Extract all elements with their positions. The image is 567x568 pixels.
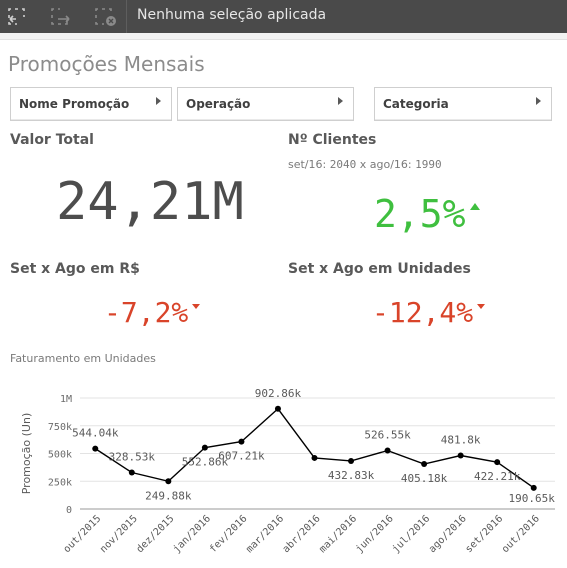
chart-title: Faturamento em Unidades xyxy=(10,352,156,365)
data-point xyxy=(421,461,428,468)
x-tick-label: out/2015 xyxy=(62,513,104,555)
data-label: 249.88k xyxy=(145,489,192,502)
kpi-sub-value-a: 2040 xyxy=(329,158,357,171)
y-tick-label: 500k xyxy=(48,450,72,461)
clear-selections-icon[interactable] xyxy=(88,0,124,33)
filter-operacao[interactable]: Operação xyxy=(177,87,354,121)
data-point xyxy=(274,405,281,412)
y-tick-label: 1M xyxy=(60,394,72,405)
x-tick-label: mar/2016 xyxy=(244,513,286,555)
chevron-right-icon xyxy=(338,97,343,105)
selection-status: Nenhuma seleção aplicada xyxy=(137,7,327,23)
kpi-title-set-ago-rs: Set x Ago em R$ xyxy=(10,261,140,277)
kpi-title-set-ago-unidades: Set x Ago em Unidades xyxy=(288,261,471,277)
x-tick-label: out/2016 xyxy=(500,513,542,555)
x-tick-label: mai/2016 xyxy=(317,513,359,555)
data-point xyxy=(384,447,391,454)
kpi-sub-label-b: x ago/16: xyxy=(359,158,412,171)
kpi-value-text: -7,2% xyxy=(104,296,189,329)
step-forward-icon[interactable] xyxy=(44,0,80,33)
chevron-right-icon xyxy=(536,97,541,105)
toolbar-divider xyxy=(126,0,127,33)
kpi-value-set-ago-rs: -7,2% xyxy=(104,296,201,329)
x-tick-label: abr/2016 xyxy=(281,513,323,555)
data-point xyxy=(494,459,501,466)
x-tick-label: jul/2016 xyxy=(390,513,432,555)
data-point xyxy=(311,454,318,461)
kpi-value-text: -12,4% xyxy=(372,296,474,329)
data-point xyxy=(128,469,135,476)
data-label: 607.21k xyxy=(218,450,265,463)
kpi-value-valor-total: 24,21M xyxy=(56,172,244,232)
kpi-value-n-clientes: 2,5% xyxy=(374,192,480,236)
data-label: 422.21k xyxy=(474,470,521,483)
kpi-subtitle-n-clientes: set/16: 2040 x ago/16: 1990 xyxy=(288,158,442,171)
data-label: 552.86k xyxy=(182,456,229,469)
y-tick-label: 0 xyxy=(66,505,72,516)
y-tick-label: 250k xyxy=(48,477,72,488)
data-point xyxy=(165,478,172,485)
data-point xyxy=(457,452,464,459)
data-label: 432.83k xyxy=(328,469,375,482)
selections-toolbar: Nenhuma seleção aplicada xyxy=(0,0,567,33)
x-tick-label: ago/2016 xyxy=(427,513,469,555)
filter-nome-promocao[interactable]: Nome Promoção xyxy=(10,87,172,121)
x-tick-label: jun/2016 xyxy=(354,513,396,555)
data-point xyxy=(530,484,537,491)
x-tick-label: nov/2015 xyxy=(98,513,140,555)
kpi-value-text: 2,5% xyxy=(374,192,466,236)
kpi-title-valor-total: Valor Total xyxy=(10,132,94,148)
series-line xyxy=(94,407,535,489)
data-label: 190.65k xyxy=(509,492,556,505)
page-title: Promoções Mensais xyxy=(8,52,205,76)
trend-down-icon xyxy=(477,303,486,309)
x-tick-label: set/2016 xyxy=(463,513,505,555)
kpi-value-set-ago-unidades: -12,4% xyxy=(372,296,486,329)
data-label: 544.04k xyxy=(72,427,119,440)
trend-down-icon xyxy=(192,303,201,309)
data-point xyxy=(348,457,355,464)
trend-up-icon xyxy=(469,203,480,210)
data-label: 526.55k xyxy=(364,429,411,442)
data-point xyxy=(92,445,99,452)
kpi-sub-value-b: 1990 xyxy=(415,158,442,171)
data-point xyxy=(201,444,208,451)
chevron-right-icon xyxy=(156,97,161,105)
toolbar-bottom-strip xyxy=(0,33,567,40)
kpi-title-n-clientes: Nº Clientes xyxy=(288,132,377,148)
data-label: 405.18k xyxy=(401,472,448,485)
data-point xyxy=(238,438,245,445)
filter-label: Categoria xyxy=(383,97,449,111)
kpi-sub-label-a: set/16: xyxy=(288,158,327,171)
filter-categoria[interactable]: Categoria xyxy=(374,87,552,121)
x-tick-label: dez/2015 xyxy=(135,513,177,555)
selections-lasso-icon[interactable] xyxy=(0,0,36,33)
filter-label: Nome Promoção xyxy=(19,97,130,111)
line-chart[interactable]: 0 250k 500k 750k 1M Promoção (Un) 544.04k 328.5… xyxy=(0,368,567,568)
x-tick-label: fev/2016 xyxy=(208,513,250,555)
data-label: 902.86k xyxy=(255,387,302,400)
filter-label: Operação xyxy=(186,97,251,111)
data-label: 328.53k xyxy=(109,451,156,464)
y-axis-label: Promoção (Un) xyxy=(20,413,33,495)
y-tick-label: 750k xyxy=(48,422,72,433)
data-label: 481.8k xyxy=(441,434,481,447)
x-tick-label: jan/2016 xyxy=(171,513,213,555)
